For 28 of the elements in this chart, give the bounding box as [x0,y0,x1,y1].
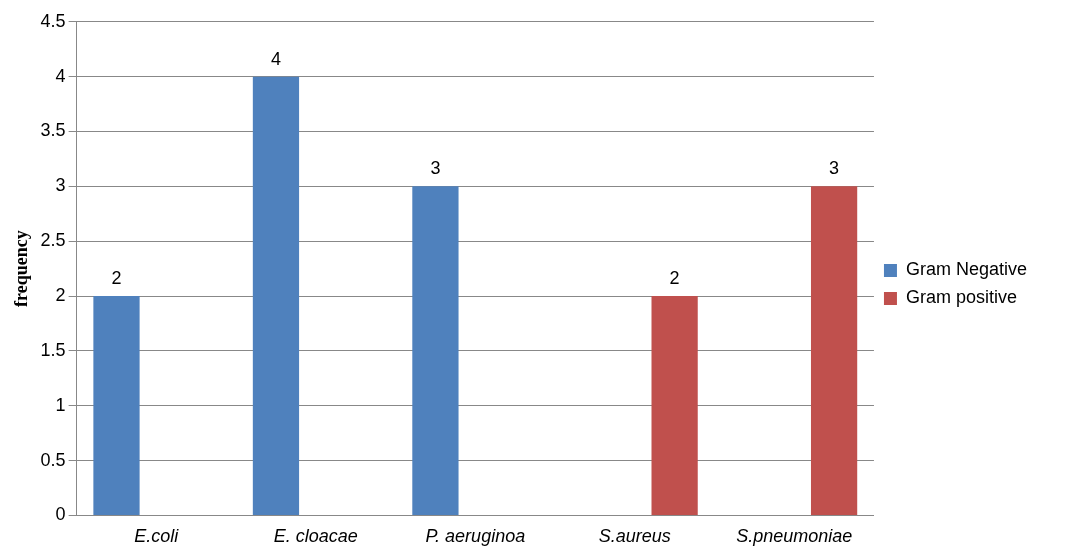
y-tick-label: 4 [55,65,66,86]
x-tick-label: E.coli [134,526,180,547]
bar [252,76,300,515]
bar [93,296,140,515]
bar [651,296,698,515]
legend-label: Gram positive [905,287,1017,308]
data-label: 3 [430,158,441,179]
x-tick-label: S.pneumoniae [736,526,853,547]
y-tick-label: 2 [55,284,66,305]
y-tick-label: 0 [55,504,66,525]
x-tick-label: P. aeruginoa [425,526,526,547]
data-label: 3 [829,158,840,179]
y-tick-label: 2.5 [40,230,66,251]
y-tick-label: 0.5 [40,449,66,470]
x-tick-label: S.aureus [598,526,671,547]
x-tick-label: E. cloacae [273,526,358,547]
bar [412,186,459,515]
y-tick-label: 3 [55,175,66,196]
y-tick-label: 4.5 [40,10,66,31]
y-tick-label: 3.5 [40,120,66,141]
y-axis-title: frequency [11,230,32,307]
legend-label: Gram Negative [905,259,1027,280]
bar [810,186,858,515]
y-tick-label: 1 [55,394,66,415]
data-label: 2 [669,267,680,288]
y-tick-label: 1.5 [40,339,66,360]
data-label: 4 [270,48,281,69]
data-label: 2 [111,267,122,288]
